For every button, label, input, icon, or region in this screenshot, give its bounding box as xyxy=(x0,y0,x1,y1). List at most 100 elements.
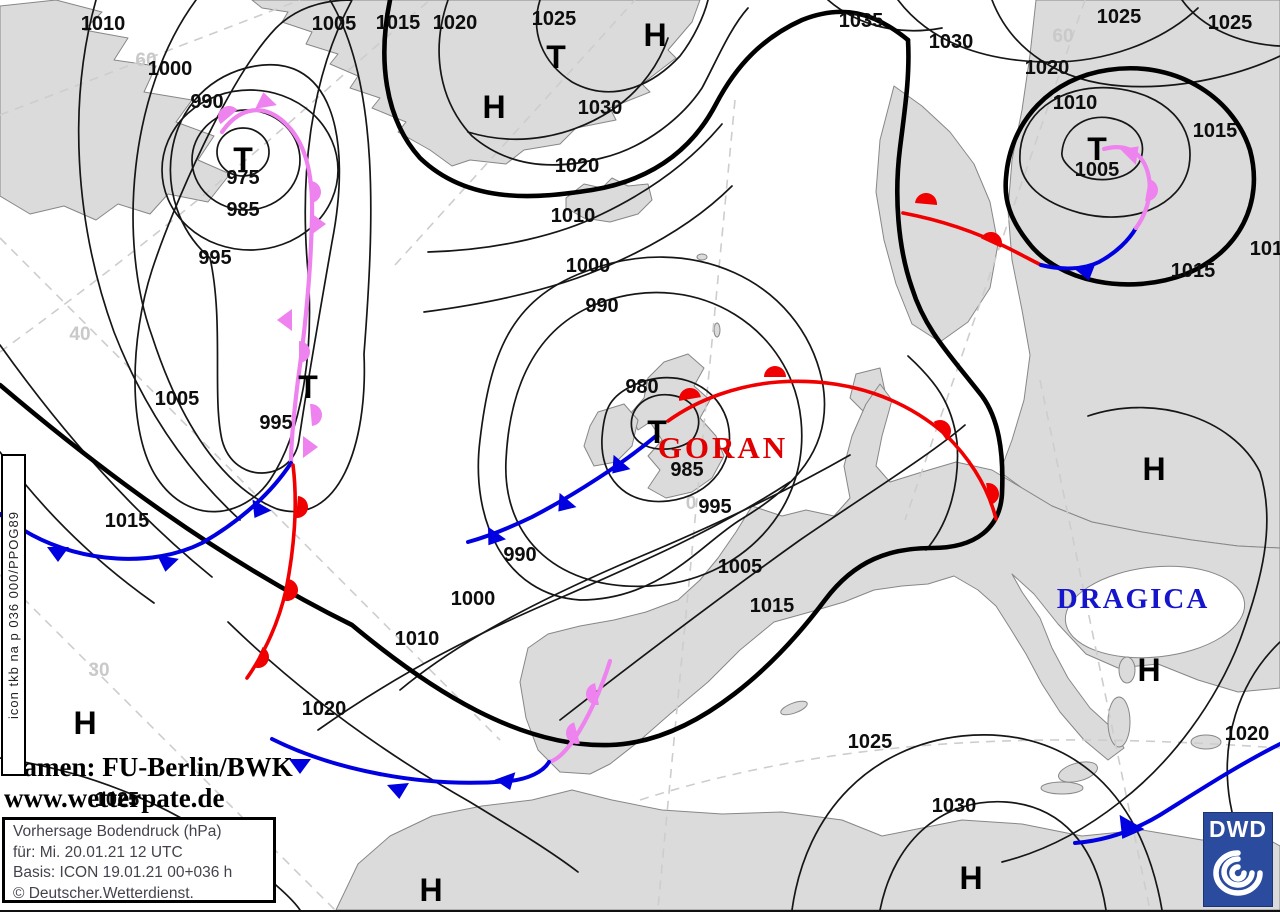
isobar-line xyxy=(1061,116,1144,181)
isobar-line xyxy=(1019,86,1191,218)
isobar-label: 1030 xyxy=(578,97,623,119)
cold-front xyxy=(466,434,658,544)
occluded-front xyxy=(1101,145,1152,231)
low-marker: T xyxy=(647,414,667,450)
isobar-label: 1015 xyxy=(1171,260,1216,282)
isobar-line xyxy=(134,0,353,513)
isobar-label: 1030 xyxy=(932,795,977,817)
isobar-label: 1005 xyxy=(718,556,763,578)
isobar-line xyxy=(317,481,791,731)
low-marker: T xyxy=(546,39,566,75)
credits-line-names: Namen: FU-Berlin/BWK xyxy=(4,752,293,782)
isobar-line xyxy=(1001,406,1268,863)
isobar-label: 1000 xyxy=(451,588,496,610)
graticule-label: 40 xyxy=(69,324,90,345)
storm-name-dragica: DRAGICA xyxy=(1057,583,1210,615)
isobar-line xyxy=(827,0,943,32)
isobar-label: 1000 xyxy=(148,58,193,80)
isobar-label: 1005 xyxy=(1075,159,1120,181)
isobar-line xyxy=(427,123,723,253)
info-model-basis: Basis: ICON 19.01.21 00+036 h xyxy=(13,864,233,881)
info-title: Vorhersage Bodendruck (hPa) xyxy=(13,823,222,840)
isobar-label: 1020 xyxy=(433,12,478,34)
info-valid-time: für: Mi. 20.01.21 12 UTC xyxy=(13,843,183,861)
credits-line-url: www.wetterpate.de xyxy=(4,783,225,813)
isobar-line xyxy=(477,256,826,601)
isobar-label: 1025 xyxy=(1208,12,1253,34)
high-marker: H xyxy=(1142,451,1165,487)
storm-labels: GORAN DRAGICA xyxy=(658,430,1210,615)
graticule-line xyxy=(657,99,736,909)
isobar-line xyxy=(535,0,709,93)
graticule-line xyxy=(639,739,1280,801)
isobar-label: 1025 xyxy=(848,731,893,753)
low-marker: T xyxy=(233,141,253,177)
isobar-label: 990 xyxy=(503,544,536,566)
isobar-line xyxy=(0,344,213,578)
isobar-label: 1020 xyxy=(555,155,600,177)
isobar-line xyxy=(991,0,1280,88)
isobar-line xyxy=(399,454,851,691)
isobar-label: 1010 xyxy=(551,205,596,227)
high-marker: H xyxy=(73,705,96,741)
isobar-label: 1010 xyxy=(81,13,126,35)
landmass-greenland xyxy=(251,0,701,167)
product-id-text: icon tkb na p 036 000/PPOG89 xyxy=(6,511,21,719)
high-marker: H xyxy=(1137,652,1160,688)
low-marker: T xyxy=(298,369,318,405)
isobar-label: 985 xyxy=(226,199,259,221)
warm-front xyxy=(901,211,1043,267)
isobar-label: 990 xyxy=(190,91,223,113)
isobar-label: 1005 xyxy=(155,388,200,410)
isobar-line xyxy=(467,37,669,141)
isobar-line xyxy=(438,0,749,166)
isobar-line xyxy=(132,0,372,513)
isobar-line xyxy=(77,0,241,521)
isobar-label: 1015 xyxy=(1250,238,1280,260)
forecast-info-box: Vorhersage Bodendruck (hPa) für: Mi. 20.… xyxy=(2,817,276,903)
dwd-logo-text: DWD xyxy=(1209,816,1267,842)
landmass-balearics xyxy=(780,700,808,716)
cold-front xyxy=(1039,226,1138,271)
storm-name-goran: GORAN xyxy=(658,430,788,465)
isobar-label: 980 xyxy=(625,376,658,398)
isobar-labels: 1010 1000 990 975 985 995 1005 1015 1020… xyxy=(81,6,1280,817)
isobar-label: 1010 xyxy=(395,628,440,650)
low-marker: T xyxy=(1087,131,1107,167)
landmass-europe xyxy=(519,383,1280,775)
cold-front xyxy=(1073,742,1280,845)
isobar-line xyxy=(227,621,579,873)
isobar-label: 1015 xyxy=(1193,120,1238,142)
dwd-logo: DWD xyxy=(1203,812,1273,907)
isobar-line xyxy=(423,185,733,313)
isobar-label: 1020 xyxy=(1225,723,1270,745)
isobar-label: 985 xyxy=(670,459,703,481)
isobar-label: 990 xyxy=(585,295,618,317)
isobar-label: 1025 xyxy=(1097,6,1142,28)
isobar-label: 1000 xyxy=(566,255,611,277)
isobar-label: 1030 xyxy=(929,31,974,53)
isobar-line-bold xyxy=(0,37,1005,748)
high-marker: H xyxy=(643,17,666,53)
isobar-label: 1020 xyxy=(302,698,347,720)
high-marker: H xyxy=(419,872,442,908)
isobar-line xyxy=(907,355,959,551)
graticule-line xyxy=(0,237,501,741)
isobar-line xyxy=(161,89,339,251)
black-sea xyxy=(1064,565,1246,659)
landmass-northeast xyxy=(999,0,1280,549)
isobar-label: 1035 xyxy=(839,10,884,32)
isobars-bold xyxy=(0,0,1257,748)
graticule-line xyxy=(0,0,301,116)
graticule-label: 30 xyxy=(88,660,109,681)
isobar-line xyxy=(601,376,731,503)
landmass-cyprus xyxy=(1190,734,1222,750)
isobar-line xyxy=(216,127,270,177)
credits: Namen: FU-Berlin/BWK www.wetterpate.de xyxy=(4,752,293,814)
landmass-sardinia xyxy=(1107,696,1131,748)
dwd-spiral-icon xyxy=(1213,850,1263,896)
isobar-label: 1020 xyxy=(1025,57,1070,79)
landmass-crete xyxy=(1040,781,1084,795)
